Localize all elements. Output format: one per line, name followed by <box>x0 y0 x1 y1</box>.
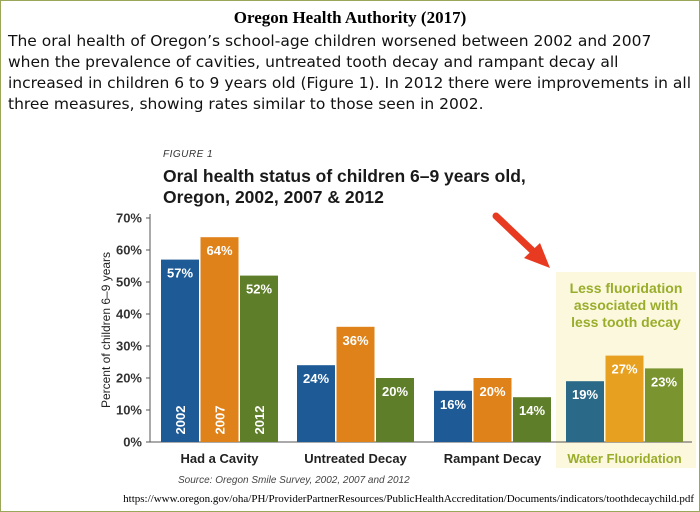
y-tick-label: 20% <box>116 371 142 386</box>
y-tick-label: 30% <box>116 339 142 354</box>
x-category-label: Rampant Decay <box>444 451 542 466</box>
figure-label: FIGURE 1 <box>163 149 214 160</box>
chart-title: Oral health status of children 6–9 years… <box>163 166 563 208</box>
y-tick-label: 40% <box>116 307 142 322</box>
fluoridation-value-label: 27% <box>611 362 637 377</box>
arrow-shaft <box>492 212 540 258</box>
y-tick-label: 10% <box>116 403 142 418</box>
fluoridation-value-label: 23% <box>651 374 677 389</box>
bar-1-value-label: 52% <box>246 282 272 297</box>
bar-2-bar <box>376 378 414 442</box>
annotation-text-line: Less fluoridation <box>570 280 683 296</box>
bar-2-value-label: 24% <box>303 371 329 386</box>
bar-1-bar <box>161 259 199 442</box>
bar-1-year-label: 2007 <box>213 406 228 435</box>
fluoridation-value-label: 19% <box>572 387 598 402</box>
bar-1-year-label: 2002 <box>173 406 188 435</box>
x-category-label-fluoridation: Water Fluoridation <box>567 451 681 466</box>
source-url: https://www.oregon.gov/oha/PH/ProviderPa… <box>123 493 694 505</box>
y-tick-label: 0% <box>123 435 142 450</box>
bar-3-bar <box>473 378 512 442</box>
x-category-label: Untreated Decay <box>304 451 407 466</box>
bar-1-value-label: 57% <box>167 266 193 281</box>
bar-2-value-label: 20% <box>382 384 408 399</box>
fluoridation-bar <box>566 381 604 442</box>
annotation-text-line: less tooth decay <box>571 314 681 330</box>
bar-3-value-label: 14% <box>519 403 545 418</box>
x-category-label: Had a Cavity <box>180 451 259 466</box>
bar-2-bar <box>336 326 375 442</box>
bar-1-year-label: 2012 <box>252 406 267 435</box>
bar-3-value-label: 16% <box>440 397 466 412</box>
y-tick-label: 70% <box>116 211 142 226</box>
arrow-head <box>524 243 550 268</box>
chart-title-line-1: Oral health status of children 6–9 years… <box>163 166 526 186</box>
chart-source: Source: Oregon Smile Survey, 2002, 2007 … <box>178 475 410 486</box>
fluoridation-bar <box>605 355 644 442</box>
bar-3-bar <box>434 390 472 442</box>
chart-title-line-2: Oregon, 2002, 2007 & 2012 <box>163 187 384 207</box>
intro-paragraph: The oral health of Oregon’s school-age c… <box>8 32 692 113</box>
annotation-text-line: associated with <box>574 297 678 313</box>
bar-1-bar <box>200 237 239 442</box>
bar-3-bar <box>513 397 551 442</box>
fluoridation-bar <box>645 368 683 442</box>
bar-2-bar <box>297 365 335 442</box>
bar-3-value-label: 20% <box>479 384 505 399</box>
header-title: Oregon Health Authority (2017) <box>233 8 467 27</box>
y-axis-title: Percent of children 6–9 years <box>99 252 113 408</box>
bar-1-value-label: 64% <box>206 243 232 258</box>
bar-1-bar <box>240 275 278 442</box>
y-tick-label: 50% <box>116 275 142 290</box>
bar-2-value-label: 36% <box>342 333 368 348</box>
y-tick-label: 60% <box>116 243 142 258</box>
